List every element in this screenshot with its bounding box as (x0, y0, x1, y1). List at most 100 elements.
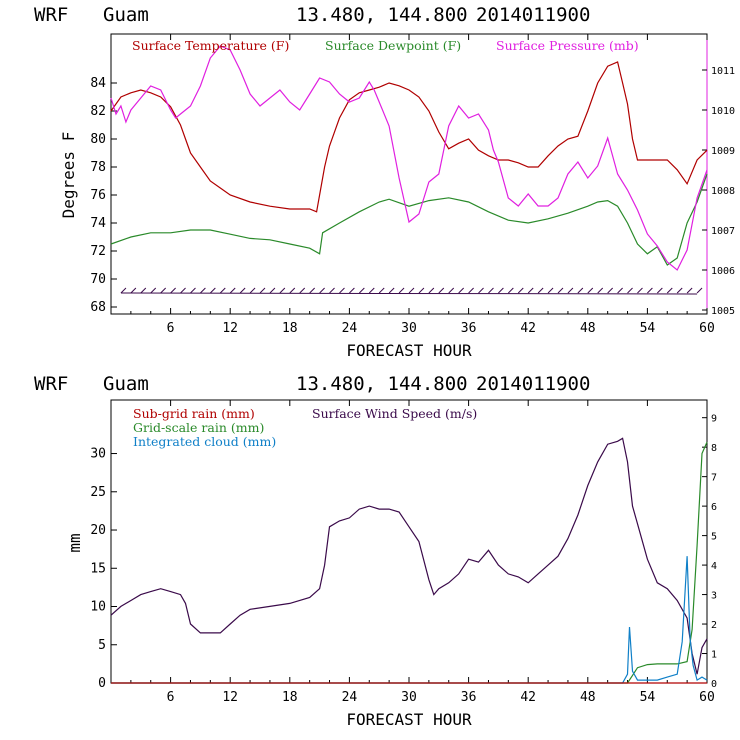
y2-tick-label: 1010 (711, 106, 735, 117)
y-tick-label: 10 (90, 600, 106, 615)
wind-barbs (120, 287, 703, 295)
y2-tick-label: 4 (711, 561, 717, 572)
wind-barb (418, 287, 425, 294)
model-label-2: WRF (34, 373, 68, 395)
x-tick-label: 30 (401, 321, 417, 336)
x-axis-label: FORECAST HOUR (346, 341, 472, 360)
wind-barb (647, 287, 653, 294)
y-tick-label: 20 (90, 523, 106, 538)
meteogram-chart: 6 12 18 24 30 36 42 48 54 60 68 70 72 74 76 78 80 82 84 1… (59, 33, 735, 360)
wind-barb (229, 287, 236, 294)
y2-axis: 1005 1006 1007 1008 1009 1010 1011 (702, 66, 735, 317)
wind-barb (587, 287, 594, 294)
location-label: Guam (103, 4, 149, 26)
series-group-2 (110, 437, 708, 684)
y2-tick-label: 9 (711, 414, 717, 425)
x-tick-label: 24 (342, 321, 358, 336)
wind-barb (289, 287, 296, 294)
wind-barb (686, 287, 693, 294)
y2-tick-label: 0 (711, 679, 717, 690)
wind-barb (607, 287, 614, 294)
y-axis-2: 0 5 10 15 20 25 30 (90, 447, 117, 691)
legend-temperature: Surface Temperature (F) (132, 38, 289, 53)
y2-tick-label: 8 (711, 443, 717, 454)
wind-barb (279, 287, 286, 294)
y-tick-label: 25 (90, 485, 106, 500)
wind-barb (319, 287, 325, 294)
legend-pressure: Surface Pressure (mb) (496, 38, 639, 53)
series-line (110, 173, 708, 266)
y2-tick-label: 6 (711, 502, 717, 513)
y2-tick-label: 1009 (711, 146, 735, 157)
wind-barb (269, 287, 276, 294)
wind-barb (597, 287, 604, 294)
init-label-2: 2014011900 (476, 373, 590, 395)
wind-barb (160, 287, 167, 294)
x-tick-label: 60 (699, 321, 715, 336)
wind-barb (150, 287, 157, 294)
wind-barb (547, 287, 554, 294)
wind-barb (567, 287, 574, 294)
wind-barb (696, 287, 703, 294)
legend-cloud: Integrated cloud (mm) (133, 434, 276, 449)
y2-tick-label: 1007 (711, 226, 735, 237)
model-label: WRF (34, 4, 68, 26)
series-line (111, 556, 708, 684)
x-tick-label: 12 (222, 321, 238, 336)
wind-barb (180, 287, 186, 294)
x-tick-label: 18 (282, 321, 298, 336)
legend-subgrid: Sub-grid rain (mm) (133, 406, 255, 421)
y-axis-label: Degrees F (59, 132, 78, 219)
x-tick-label: 60 (699, 690, 715, 705)
wind-barb (408, 287, 415, 294)
legend-dewpoint: Surface Dewpoint (F) (325, 38, 461, 53)
y2-tick-label: 1011 (711, 66, 735, 77)
wind-barb (557, 287, 564, 294)
wind-barb (398, 287, 405, 294)
wind-barb (200, 287, 206, 294)
y-tick-label: 84 (90, 76, 106, 91)
x-tick-label: 18 (282, 690, 298, 705)
x-axis-2: 6 12 18 24 30 36 42 48 54 60 (130, 400, 715, 705)
wind-barb (219, 287, 226, 294)
y2-tick-label: 2 (711, 620, 717, 631)
y2-axis-2: 0 1 2 3 4 5 6 7 8 9 (702, 414, 717, 690)
y-tick-label: 68 (90, 300, 106, 315)
coords-label: 13.480, 144.800 (296, 4, 468, 26)
y2-tick-label: 1 (711, 650, 717, 661)
x-tick-label: 36 (461, 690, 477, 705)
y-tick-label: 0 (98, 676, 106, 691)
y-tick-label: 30 (90, 447, 106, 462)
y-tick-label: 80 (90, 132, 106, 147)
x-tick-label: 48 (580, 321, 596, 336)
wind-barb (428, 287, 435, 294)
wind-barb (488, 287, 494, 294)
x-tick-label: 54 (640, 690, 656, 705)
wind-barb (259, 287, 266, 294)
legend-gridscale: Grid-scale rain (mm) (133, 420, 264, 435)
y2-tick-label: 5 (711, 532, 717, 543)
x-tick-label: 42 (520, 690, 536, 705)
wind-barb (349, 287, 355, 294)
x-tick-label: 6 (167, 321, 175, 336)
wind-barb (617, 287, 623, 294)
series-group (110, 45, 708, 271)
wind-barb (458, 287, 465, 294)
series-line (111, 441, 708, 684)
y2-tick-label: 7 (711, 473, 717, 484)
wind-barb (130, 287, 137, 294)
wind-barb (140, 287, 147, 294)
wind-barb (368, 287, 375, 294)
wind-barb (378, 287, 385, 294)
y-tick-label: 72 (90, 244, 106, 259)
y-tick-label: 76 (90, 188, 106, 203)
wind-barb (676, 287, 683, 294)
wind-barb (170, 287, 176, 294)
wind-barb (190, 287, 196, 294)
y2-tick-label: 3 (711, 591, 717, 602)
x-tick-label: 54 (640, 321, 656, 336)
wind-barb (388, 287, 395, 294)
wind-barb (239, 287, 246, 294)
y2-tick-label: 1006 (711, 266, 735, 277)
